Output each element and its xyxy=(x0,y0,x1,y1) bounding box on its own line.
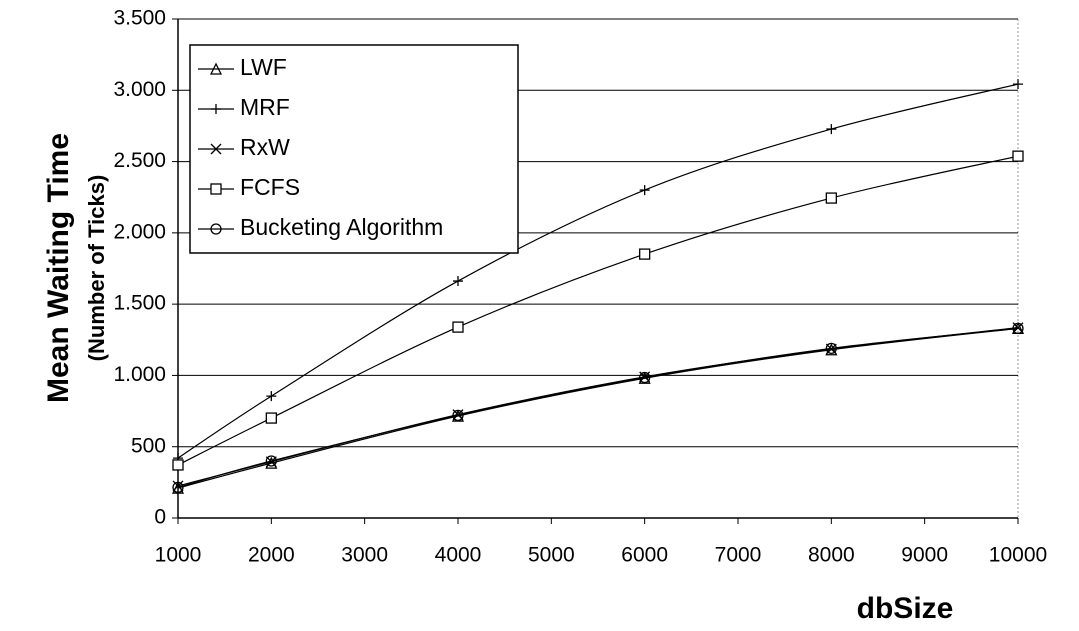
series-line xyxy=(177,327,1019,489)
y-tick-label: 3.000 xyxy=(113,78,166,101)
marker xyxy=(639,371,651,384)
legend-label: LWF xyxy=(240,54,287,80)
y-tick-label: 1.500 xyxy=(113,292,166,315)
legend-label: RxW xyxy=(240,134,290,160)
marker xyxy=(825,342,837,354)
x-axis-label: dbSize xyxy=(857,592,954,625)
marker xyxy=(265,456,278,469)
x-tick-label: 3000 xyxy=(341,544,388,567)
y-tick-label: 2.000 xyxy=(113,220,166,243)
marker xyxy=(209,62,223,75)
series-line xyxy=(177,327,1019,488)
y-tick-label: 500 xyxy=(131,434,166,457)
marker xyxy=(210,183,222,195)
legend-label: Bucketing Algorithm xyxy=(240,214,443,240)
y-tick-label: 3.500 xyxy=(113,7,166,30)
marker xyxy=(452,321,464,333)
y-tick-label: 1.000 xyxy=(113,363,166,386)
x-tick-label: 9000 xyxy=(901,544,948,567)
x-tick-label: 5000 xyxy=(528,544,575,567)
x-tick-label: 10000 xyxy=(989,544,1047,567)
marker xyxy=(826,124,837,135)
marker xyxy=(172,480,184,492)
x-tick-label: 1000 xyxy=(155,544,202,567)
legend: LWF MRF RxW FCFS Bucketing Algorithm xyxy=(189,44,519,254)
legend-box xyxy=(189,44,519,254)
marker xyxy=(825,192,837,204)
legend-label: MRF xyxy=(240,94,290,120)
marker xyxy=(1012,322,1024,335)
y-tick-label: 2.500 xyxy=(113,149,166,172)
marker xyxy=(1013,79,1023,90)
marker xyxy=(266,391,277,402)
marker xyxy=(1012,150,1024,162)
marker xyxy=(639,185,650,196)
y-axis-sublabel: (Number of Ticks) xyxy=(84,175,109,362)
y-axis-label: Mean Waiting Time xyxy=(42,133,75,403)
legend-label: FCFS xyxy=(240,174,300,200)
y-tick-label: 0 xyxy=(154,506,166,529)
marker xyxy=(265,412,277,424)
marker xyxy=(639,248,651,260)
marker xyxy=(265,455,277,467)
marker xyxy=(452,409,464,421)
marker xyxy=(210,223,222,235)
x-tick-label: 2000 xyxy=(248,544,295,567)
marker xyxy=(210,143,222,155)
x-tick-label: 7000 xyxy=(715,544,762,567)
marker xyxy=(172,481,184,493)
series-line xyxy=(177,327,1019,487)
marker xyxy=(172,459,184,471)
marker xyxy=(453,276,463,287)
x-tick-label: 8000 xyxy=(808,544,855,567)
x-tick-label: 4000 xyxy=(435,544,482,567)
marker xyxy=(211,104,221,114)
x-tick-label: 6000 xyxy=(621,544,668,567)
